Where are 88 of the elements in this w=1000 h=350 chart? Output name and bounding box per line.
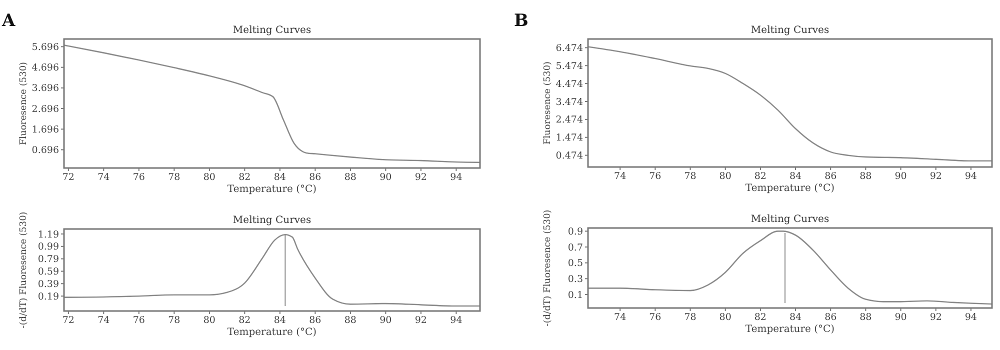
x-tick-label: 74 [98,315,110,326]
x-tick-label: 80 [203,172,216,183]
x-tick-label: 78 [684,312,696,323]
y-tick-label: 0.9 [568,226,583,238]
x-tick-label: 76 [649,171,662,182]
x-axis-title: Temperature (°C) [227,184,317,195]
x-tick-label: 94 [964,312,977,323]
y-tick-label: 3.696 [32,83,59,94]
y-tick-label: 0.59 [38,266,59,278]
x-tick-label: 92 [930,312,942,323]
x-tick-label: 90 [380,315,392,326]
chart-title: Melting Curves [750,214,830,225]
x-tick-label: 78 [168,315,180,326]
x-tick-label: 80 [719,171,732,182]
y-tick-label: 2.696 [32,104,59,115]
x-tick-label: 88 [344,315,356,326]
y-tick-label: 1.696 [32,124,59,136]
x-tick-label: 74 [98,172,110,183]
y-tick-label: 0.5 [568,258,583,270]
y-tick-label: 0.79 [38,254,59,266]
x-tick-label: 82 [238,172,251,183]
x-tick-label: 94 [964,171,977,182]
line-series [587,230,993,305]
x-tick-label: 86 [309,315,322,326]
y-tick-label: 5.474 [556,60,583,72]
y-tick-label: 0.19 [38,291,59,302]
y-axis-title: Fluoresence (530) [19,62,29,146]
x-tick-label: 94 [450,315,462,326]
x-tick-label: 78 [168,172,180,183]
x-tick-label: 76 [132,315,145,326]
line-series [587,46,993,162]
x-tick-label: 84 [274,172,286,183]
x-tick-label: 92 [930,171,942,182]
x-tick-label: 82 [754,312,766,323]
x-tick-label: 90 [380,172,392,183]
text: A [1,11,16,31]
x-tick-label: 84 [789,171,802,182]
y-axis-title: -(d/dT) Fluoresence (530) [19,212,29,328]
x-tick-label: 74 [614,171,626,182]
y-tick-label: 0.474 [556,150,583,162]
x-tick-label: 74 [614,312,626,323]
y-axis-title: Fluoresence (530) [543,61,553,145]
y-tick-label: 3.474 [556,96,583,108]
y-tick-label: 1.19 [38,229,59,240]
x-tick-label: 86 [309,172,322,183]
chart-title: Melting Curves [232,215,312,226]
x-tick-label: 88 [860,171,872,182]
x-tick-label: 84 [789,312,802,323]
x-tick-label: 90 [894,171,907,182]
x-tick-label: 76 [132,172,145,183]
x-tick-label: 76 [649,312,662,323]
x-tick-label: 88 [860,312,872,323]
x-axis-title: Temperature (°C) [227,327,317,338]
x-tick-label: 94 [450,172,462,183]
x-tick-label: 84 [274,315,286,326]
x-axis-title: Temperature (°C) [745,183,835,194]
x-tick-label: 82 [238,315,251,326]
y-tick-label: 0.696 [32,145,59,156]
y-tick-label: 0.39 [38,278,59,290]
y-tick-label: 5.696 [32,42,59,54]
y-tick-label: 1.474 [556,132,583,144]
x-axis-title: Temperature (°C) [745,324,835,335]
y-tick-label: 0.7 [568,242,583,254]
y-tick-label: 4.474 [556,78,583,90]
x-tick-label: 88 [344,172,356,183]
y-tick-label: 0.3 [568,274,583,285]
x-tick-label: 86 [824,312,837,323]
x-tick-label: 80 [203,315,216,326]
line-series [63,44,481,164]
y-tick-label: 6.474 [556,43,583,54]
y-tick-label: 0.1 [568,290,583,301]
y-tick-label: 0.99 [38,242,59,253]
x-tick-label: 92 [414,315,427,326]
x-tick-label: 92 [414,172,427,183]
chart-title: Melting Curves [750,25,830,36]
x-tick-label: 90 [894,312,907,323]
x-tick-label: 86 [824,171,837,182]
x-tick-label: 80 [719,312,732,323]
text: B [514,11,528,31]
x-tick-label: 78 [684,171,696,182]
y-axis-title: -(d/dT) Fluoresence (530) [543,210,553,326]
x-tick-label: 72 [62,315,74,326]
x-tick-label: 82 [754,171,766,182]
line-series [63,234,481,307]
y-tick-label: 4.696 [32,62,59,74]
x-tick-label: 72 [62,172,74,183]
y-tick-label: 2.474 [556,114,583,126]
chart-title: Melting Curves [232,25,312,36]
